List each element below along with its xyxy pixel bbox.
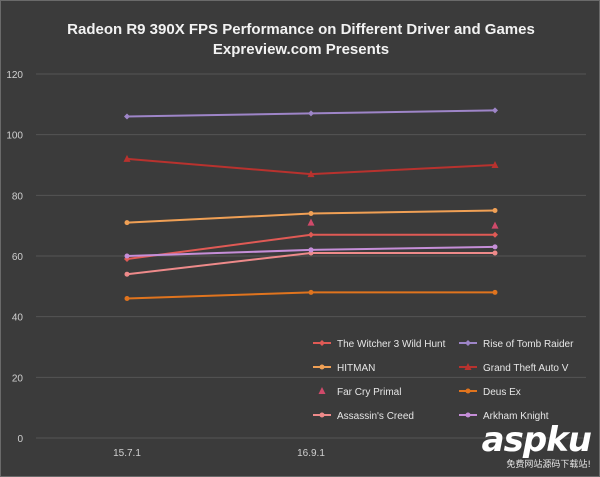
data-point bbox=[492, 107, 498, 114]
legend-label: Grand Theft Auto V bbox=[483, 363, 569, 374]
data-point bbox=[124, 256, 130, 263]
data-point bbox=[124, 220, 130, 226]
data-point bbox=[492, 244, 498, 250]
data-point bbox=[124, 113, 130, 120]
watermark-logo: aspku bbox=[481, 420, 592, 460]
data-point bbox=[492, 208, 498, 213]
legend-marker bbox=[465, 412, 471, 418]
data-point bbox=[308, 247, 314, 253]
data-point bbox=[308, 211, 314, 217]
y-tick-label: 100 bbox=[6, 131, 23, 142]
legend-label: The Witcher 3 Wild Hunt bbox=[337, 339, 446, 350]
data-point bbox=[308, 110, 314, 117]
y-tick-label: 60 bbox=[12, 252, 24, 263]
data-point bbox=[124, 253, 130, 259]
y-tick-label: 40 bbox=[12, 313, 24, 324]
watermark-caption: 免费网站源码下载站! bbox=[506, 460, 591, 470]
x-tick-label: 16.9.1 bbox=[297, 448, 325, 459]
data-point bbox=[491, 221, 499, 229]
data-point bbox=[492, 231, 498, 238]
watermark: aspku 免费网站源码下载站! bbox=[481, 420, 592, 470]
legend-label: Deus Ex bbox=[483, 387, 521, 398]
legend-marker bbox=[319, 364, 325, 370]
y-tick-label: 20 bbox=[12, 373, 24, 384]
legend-marker bbox=[464, 363, 472, 370]
chart-title: Radeon R9 390X FPS Performance on Differ… bbox=[67, 21, 535, 38]
legend-label: Far Cry Primal bbox=[337, 387, 401, 398]
legend-label: Assassin's Creed bbox=[337, 411, 414, 422]
chart-subtitle: Expreview.com Presents bbox=[212, 41, 390, 58]
data-point bbox=[124, 271, 130, 277]
legend-label: Rise of Tomb Raider bbox=[483, 339, 574, 350]
legend-marker bbox=[319, 412, 325, 418]
data-point bbox=[492, 289, 498, 295]
legend-marker bbox=[318, 387, 326, 394]
legend-marker bbox=[465, 388, 471, 394]
data-point bbox=[308, 289, 314, 295]
data-point bbox=[124, 295, 130, 301]
data-point bbox=[123, 154, 131, 162]
data-point bbox=[307, 170, 315, 178]
legend-label: Arkham Knight bbox=[483, 411, 549, 422]
data-point bbox=[308, 231, 314, 238]
legend-marker bbox=[465, 340, 471, 346]
x-tick-label: 15.7.1 bbox=[113, 448, 141, 459]
legend-label: HITMAN bbox=[337, 363, 375, 374]
legend-marker bbox=[319, 340, 325, 346]
y-tick-label: 120 bbox=[6, 70, 23, 81]
data-point bbox=[492, 250, 498, 256]
y-tick-label: 0 bbox=[17, 434, 23, 445]
data-point bbox=[307, 218, 315, 226]
y-tick-label: 80 bbox=[12, 191, 24, 202]
data-point bbox=[491, 161, 499, 168]
